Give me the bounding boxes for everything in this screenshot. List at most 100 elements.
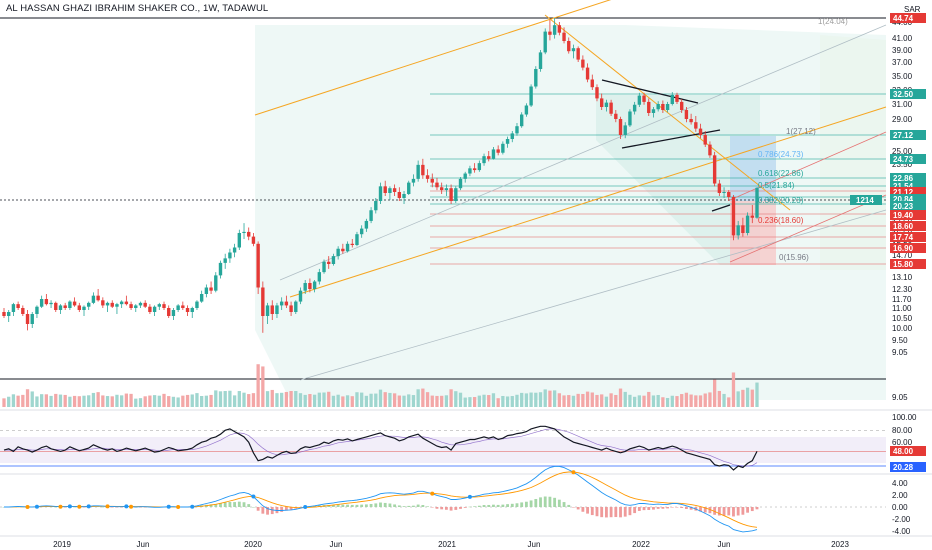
volume-axis-label: 9.05 (892, 393, 908, 402)
candle-body (87, 302, 91, 307)
candle-body (684, 110, 689, 119)
price-badge: 21.54 (890, 181, 926, 191)
volume-bar (124, 393, 129, 407)
candle-body (722, 192, 726, 193)
macd-hist-bar (482, 505, 486, 507)
candle-body (303, 283, 307, 291)
volume-bar (411, 395, 416, 407)
volume-bar (162, 393, 166, 407)
volume-bar (181, 395, 185, 407)
volume-bar (143, 396, 147, 407)
volume-bar (571, 395, 576, 407)
candle-body (110, 302, 114, 307)
macd-hist-bar (741, 507, 745, 515)
macd-signal-line (4, 471, 758, 528)
macd-hist-bar (96, 506, 100, 508)
macd-hist-bar (435, 507, 439, 509)
volume-bar (590, 392, 594, 407)
price-tick: 10.50 (892, 314, 913, 323)
rsi-badge (890, 446, 926, 456)
volume-bar (284, 391, 289, 407)
macd-hist-bar (350, 504, 354, 507)
chart-title: AL HASSAN GHAZI IBRAHIM SHAKER CO., 1W, … (6, 3, 269, 14)
price-badge: 15.80 (890, 259, 926, 269)
candle-body (148, 306, 152, 312)
macd-hist-bar (675, 507, 679, 508)
candle-body (284, 301, 289, 306)
volume-bar (120, 395, 124, 407)
volume-bar (190, 394, 194, 407)
candle-body (39, 299, 44, 307)
macd-hist-bar (468, 506, 472, 508)
macd-hist-bar (407, 505, 411, 507)
candle-body (505, 139, 510, 144)
volume-bar (642, 395, 646, 407)
volume-bar (303, 394, 307, 407)
volume-bar (77, 396, 81, 407)
candle-body (265, 305, 270, 316)
price-badge: 18.60 (890, 221, 926, 231)
macd-hist-bar (637, 507, 641, 511)
candle-body (138, 302, 143, 306)
candle-body (195, 301, 199, 308)
price-tick: 23.50 (892, 160, 913, 169)
countdown-badge: 1214 (850, 195, 882, 205)
volume-bar (30, 391, 34, 407)
currency-label: SAR (904, 5, 921, 14)
candle-body (680, 101, 684, 110)
macd-hist-bar (586, 507, 589, 514)
volume-bar (82, 395, 86, 407)
volume-bar (538, 392, 543, 407)
candle-body (444, 188, 449, 191)
macd-hist-bar (557, 499, 561, 507)
candle-body (7, 312, 11, 316)
macd-hist-bar (604, 507, 608, 518)
candle-body (251, 236, 256, 244)
candle-body (501, 143, 505, 153)
volume-bar (247, 394, 251, 407)
candle-body (670, 94, 674, 104)
volume-bar (374, 393, 378, 407)
macd-hist-bar (242, 502, 246, 507)
volume-bar (105, 396, 110, 407)
volume-bar (110, 396, 114, 407)
volume-bar (712, 379, 717, 407)
macd-cross-dot (105, 504, 110, 509)
candle-body (529, 86, 533, 106)
volume-bar (661, 397, 665, 407)
candle-body (750, 215, 754, 218)
macd-hist-bar (54, 506, 58, 508)
macd-hist-bar (562, 502, 566, 507)
volume-bar (294, 391, 298, 407)
macd-hist-bar (284, 507, 288, 511)
candle-body (129, 304, 133, 308)
price-badge-bg (890, 194, 926, 204)
price-badge: 24.73 (890, 154, 926, 164)
candle-body (58, 305, 63, 310)
volume-bar (54, 393, 58, 407)
macd-cross-dot (25, 505, 30, 509)
macd-hist-bar (228, 502, 232, 507)
candle-body (421, 164, 425, 176)
macd-hist-bar (261, 507, 265, 514)
macd-hist-bar (713, 507, 717, 515)
volume-bar (614, 394, 618, 407)
volume-bar (360, 392, 364, 407)
candle-body (185, 308, 190, 312)
macd-hist-bar (520, 502, 524, 507)
macd-hist-bar (223, 502, 227, 507)
candle-body (392, 188, 397, 192)
candle-body (383, 186, 387, 193)
macd-histogram (2, 496, 759, 518)
volume-bar (101, 395, 105, 407)
macd-hist-bar (510, 503, 514, 507)
volume-bar (214, 390, 218, 407)
volume-bar (138, 398, 143, 407)
macd-hist-bar (360, 504, 364, 507)
volume-bar (703, 393, 707, 407)
volume-bar (482, 394, 486, 407)
candle-body (416, 164, 420, 179)
volume-bar (397, 395, 401, 407)
volume-bar (58, 394, 63, 407)
